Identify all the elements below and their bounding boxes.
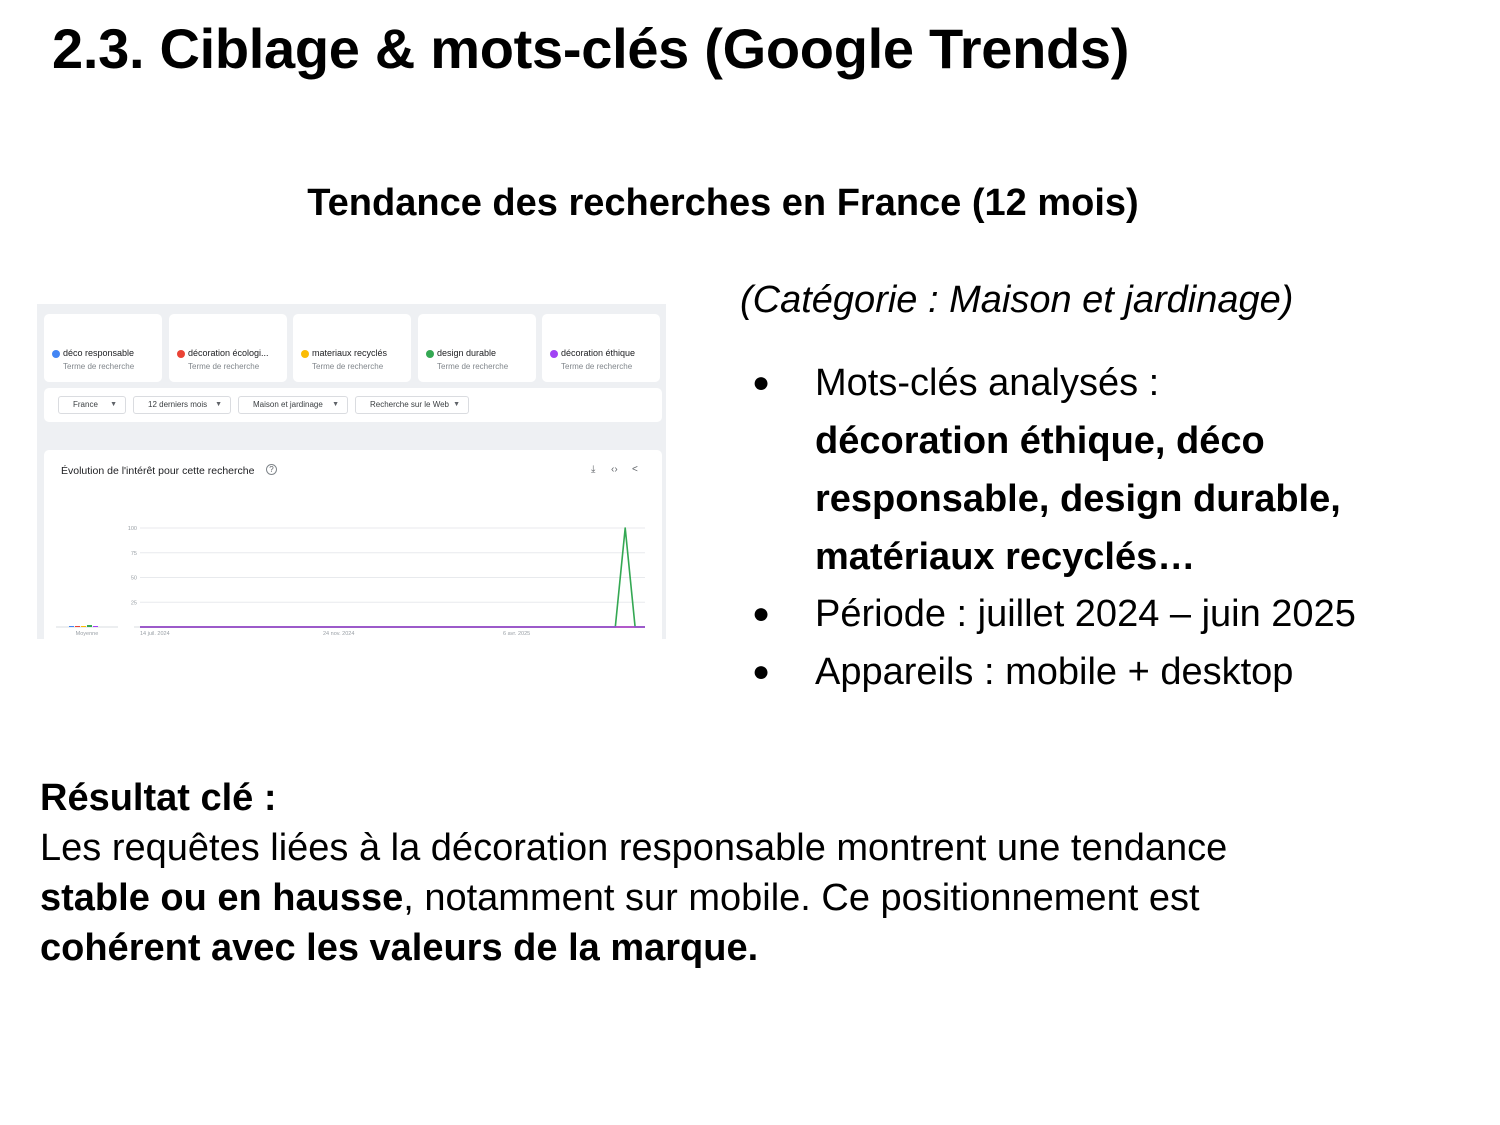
filter-period: 12 derniers mois ▼: [133, 396, 231, 414]
caret-down-icon: ▼: [332, 401, 339, 408]
term-color-dot: [301, 350, 309, 358]
average-bar: [81, 626, 86, 627]
period-text: Période : juillet 2024 – juin 2025: [815, 593, 1356, 635]
slide-title: 2.3. Ciblage & mots-clés (Google Trends): [52, 17, 1130, 80]
result-heading: Résultat clé :: [40, 777, 277, 819]
y-tick-label: 75: [131, 551, 137, 557]
devices-text: Appareils : mobile + desktop: [815, 651, 1294, 693]
google-trends-screenshot: déco responsable Terme de recherche déco…: [37, 304, 666, 639]
keywords-line: responsable, design durable,: [815, 478, 1341, 520]
average-bar: [87, 625, 92, 627]
bullet-marker: ●: [752, 597, 771, 630]
average-label: Moyenne: [76, 631, 99, 637]
term-name: décoration éthique: [561, 348, 636, 358]
search-term-card: décoration écologi... Terme de recherche: [169, 314, 287, 382]
term-color-dot: [177, 350, 185, 358]
y-tick-label: 50: [131, 576, 137, 582]
help-icon: ?: [266, 464, 277, 475]
term-color-dot: [52, 350, 60, 358]
term-type: Terme de recherche: [63, 362, 135, 371]
filter-country: France ▼: [58, 396, 126, 414]
average-bar: [75, 626, 80, 627]
search-term-card: déco responsable Terme de recherche: [44, 314, 162, 382]
interest-over-time-panel: Évolution de l'intérêt pour cette recher…: [44, 450, 662, 639]
caret-down-icon: ▼: [110, 401, 117, 408]
result-line: Les requêtes liées à la décoration respo…: [40, 827, 1228, 869]
keywords-label: Mots-clés analysés :: [815, 362, 1160, 404]
search-terms-row: déco responsable Terme de recherche déco…: [44, 314, 662, 384]
bullet-marker: ●: [752, 655, 771, 688]
term-color-dot: [426, 350, 434, 358]
caret-down-icon: ▼: [453, 401, 460, 408]
result-text: , notamment sur mobile. Ce positionnemen…: [403, 877, 1200, 919]
term-color-dot: [550, 350, 558, 358]
keywords-line: matériaux recyclés…: [815, 536, 1196, 578]
search-term-card: design durable Terme de recherche: [418, 314, 536, 382]
search-term-card: materiaux recyclés Terme de recherche: [293, 314, 411, 382]
term-name: déco responsable: [63, 348, 135, 358]
slide-subtitle: Tendance des recherches en France (12 mo…: [307, 182, 1139, 224]
term-type: Terme de recherche: [561, 362, 633, 371]
embed-icon: ‹›: [611, 464, 618, 475]
caret-down-icon: ▼: [215, 401, 222, 408]
term-name: design durable: [437, 348, 497, 358]
result-line: stable ou en hausse, notamment sur mobil…: [40, 877, 1200, 920]
x-tick-label: 6 avr. 2025: [503, 631, 530, 637]
share-icon: <: [632, 464, 638, 475]
result-emphasis: cohérent avec les valeurs de la marque.: [40, 927, 759, 969]
term-type: Terme de recherche: [312, 362, 384, 371]
average-bar: [69, 626, 74, 627]
term-type: Terme de recherche: [188, 362, 260, 371]
term-type: Terme de recherche: [437, 362, 509, 371]
y-tick-label: 25: [131, 600, 137, 606]
x-tick-label: 14 juil. 2024: [140, 631, 170, 637]
filter-search-type: Recherche sur le Web ▼: [355, 396, 469, 414]
keywords-line: décoration éthique, déco: [815, 420, 1265, 462]
bullet-marker: ●: [752, 366, 771, 399]
panel-title: Évolution de l'intérêt pour cette recher…: [61, 465, 255, 477]
result-emphasis: stable ou en hausse: [40, 877, 404, 919]
term-name: décoration écologi...: [188, 348, 269, 358]
category-label: (Catégorie : Maison et jardinage): [740, 279, 1294, 321]
y-tick-label: 100: [128, 526, 137, 532]
filters-bar: France ▼ 12 derniers mois ▼ Maison et jard…: [44, 388, 662, 422]
result-line: cohérent avec les valeurs de la marque.: [40, 927, 758, 970]
download-icon: ⤓: [591, 464, 596, 475]
filter-category: Maison et jardinage ▼: [238, 396, 348, 414]
average-bar: [93, 626, 98, 627]
term-name: materiaux recyclés: [312, 348, 388, 358]
search-term-card: décoration éthique Terme de recherche: [542, 314, 660, 382]
trend-line-chart: 100 75 50 25 Moyenne 14 juil. 2024 24 nov. 202…: [56, 526, 645, 637]
x-tick-label: 24 nov. 2024: [323, 631, 354, 637]
